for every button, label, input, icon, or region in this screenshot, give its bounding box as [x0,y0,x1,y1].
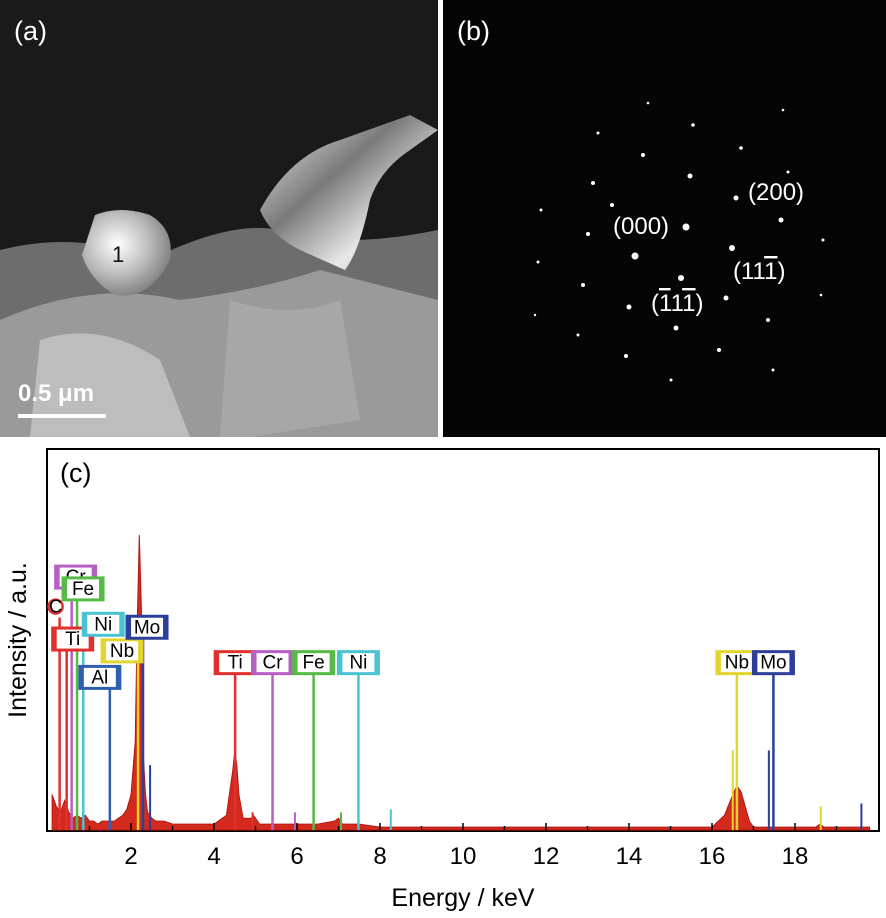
element-label-text: Ni [94,614,112,635]
element-label-text: Nb [110,641,134,662]
eds-spectrum-panel: CTiCrFeNiAlNbMoTiCrFeNiNbMo 246810121416… [0,440,886,918]
element-label-fe: Fe [61,576,105,602]
eds-spectrum-chart: CTiCrFeNiAlNbMoTiCrFeNiNbMo 246810121416… [4,448,880,912]
tem-micrograph-panel: 1 (a) 0.5 μm [0,0,438,437]
spot-label-200: (200) [748,179,804,206]
element-label-tab [753,651,758,674]
scale-bar-label: 0.5 μm [18,380,95,407]
x-tick-label: 4 [207,843,220,870]
element-label-ti: Ti [213,650,257,676]
panel-c-label: (c) [60,458,92,488]
element-label-cr: Cr [251,650,295,676]
diffraction-spots [533,101,825,382]
tem-micrograph-image: 1 [0,0,438,437]
x-tick-label: 2 [124,843,137,870]
x-tick-label: 12 [533,843,560,870]
element-label-tab [293,651,298,674]
element-label-tab [63,577,68,600]
spot-label-000: (000) [613,213,669,240]
element-label-tab [716,651,721,674]
particle-label-1: 1 [112,242,124,267]
element-label-text: Nb [725,653,749,674]
panel-b-label: (b) [457,16,490,46]
x-tick-label: 6 [290,843,303,870]
x-tick-label: 10 [450,843,477,870]
element-label-text: Ti [228,653,243,674]
element-label-tab [99,577,104,600]
element-label-text: Fe [303,653,325,674]
diffraction-pattern-panel: (200) (000) (111) (111) (b) [443,0,886,437]
x-axis-label: Energy / keV [391,884,534,912]
diffraction-pattern-image: (200) (000) (111) (111) [533,101,825,382]
x-tick-label: 18 [782,843,809,870]
element-label-tab [329,651,334,674]
element-label-ni: Ni [336,650,380,676]
element-label-c: C [47,597,64,617]
y-axis-label: Intensity / a.u. [4,562,32,718]
element-label-al: Al [78,664,122,690]
plot-frame [46,448,880,832]
element-label-box [47,598,64,615]
element-label-text: Cr [262,653,283,674]
element-label-ni: Ni [81,611,125,637]
element-label-tab [115,666,120,689]
element-label-tab [252,651,257,674]
element-label-tab [52,628,57,651]
element-label-mo: Mo [751,650,795,676]
element-label-tab [288,651,293,674]
element-label-tab [338,651,343,674]
element-label-tab [119,613,124,636]
scale-bar [18,414,106,418]
element-label-mo: Mo [125,614,169,640]
element-label-tab [163,616,168,639]
element-label-tab [102,639,107,662]
element-label-tab [215,651,220,674]
element-label-text: C [49,597,62,617]
element-label-nb: Nb [715,650,759,676]
element-label-tab [79,666,84,689]
element-label-tab [138,639,143,662]
element-label-tab [88,628,93,651]
x-tick-label: 14 [616,843,643,870]
element-label-text: Al [91,667,108,688]
element-label-nb: Nb [100,638,144,664]
element-label-tab [789,651,794,674]
element-label-fe: Fe [292,650,336,676]
panel-a-label: (a) [14,16,47,46]
element-label-text: Ni [349,653,367,674]
element-label-text: Mo [134,617,160,638]
element-label-text: Mo [760,653,786,674]
element-label-tab [55,566,60,589]
element-label-text: Ti [65,629,80,650]
element-label-tab [83,613,88,636]
element-label-text: Fe [72,579,94,600]
spectrum-area [51,534,871,831]
element-label-tab [374,651,379,674]
spot-label-minus1-1-minus1: (111) [651,290,704,317]
x-tick-label: 16 [699,843,726,870]
element-label-tab [127,616,132,639]
x-tick-label: 8 [373,843,386,870]
spot-label-11-1: (111) [733,258,785,285]
